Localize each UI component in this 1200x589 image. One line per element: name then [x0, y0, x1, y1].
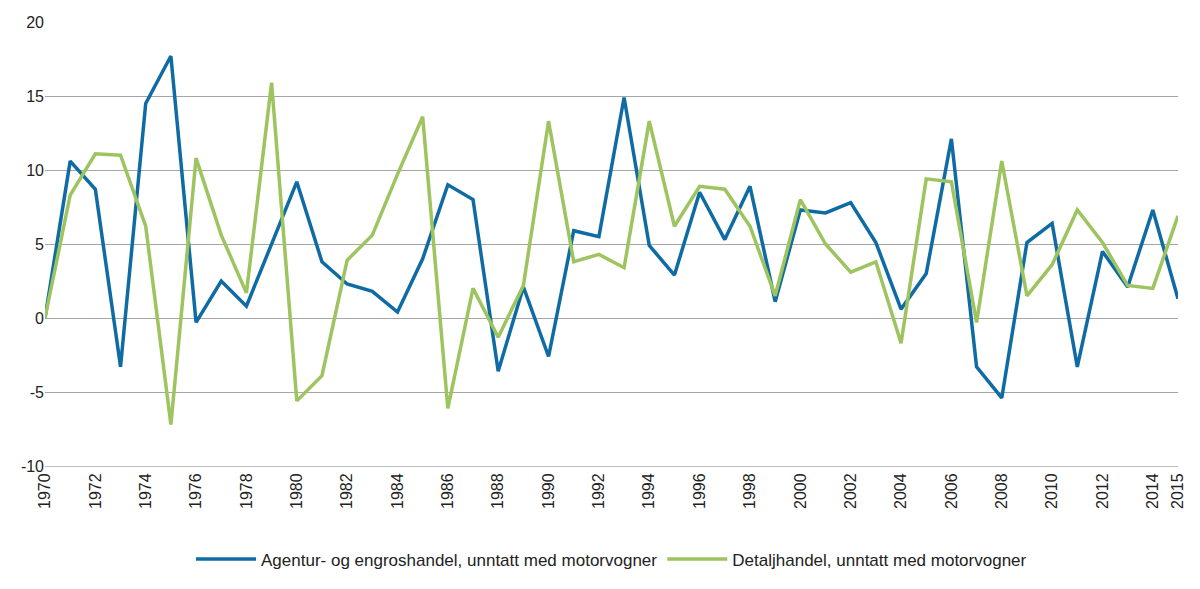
- svg-text:1992: 1992: [590, 473, 607, 509]
- svg-text:2014: 2014: [1144, 473, 1161, 509]
- svg-text:5: 5: [35, 236, 44, 253]
- svg-text:1974: 1974: [137, 473, 154, 509]
- svg-text:2006: 2006: [943, 473, 960, 509]
- svg-text:1990: 1990: [540, 473, 557, 509]
- svg-text:-10: -10: [21, 458, 44, 475]
- svg-text:1994: 1994: [640, 473, 657, 509]
- svg-text:1980: 1980: [288, 473, 305, 509]
- svg-text:Agentur- og engroshandel, unnt: Agentur- og engroshandel, unntatt med mo…: [261, 551, 657, 570]
- svg-text:2015: 2015: [1169, 473, 1186, 509]
- svg-text:2008: 2008: [993, 473, 1010, 509]
- svg-text:2002: 2002: [842, 473, 859, 509]
- svg-text:15: 15: [26, 88, 44, 105]
- svg-text:1984: 1984: [389, 473, 406, 509]
- svg-text:1996: 1996: [691, 473, 708, 509]
- svg-text:1970: 1970: [36, 473, 53, 509]
- svg-text:2004: 2004: [892, 473, 909, 509]
- svg-text:-5: -5: [30, 384, 44, 401]
- svg-text:20: 20: [26, 14, 44, 31]
- svg-text:1972: 1972: [87, 473, 104, 509]
- svg-text:1988: 1988: [489, 473, 506, 509]
- svg-text:2010: 2010: [1043, 473, 1060, 509]
- svg-text:1986: 1986: [439, 473, 456, 509]
- svg-text:1998: 1998: [741, 473, 758, 509]
- svg-text:10: 10: [26, 162, 44, 179]
- svg-text:1978: 1978: [238, 473, 255, 509]
- svg-text:0: 0: [35, 310, 44, 327]
- svg-text:Detaljhandel, unntatt med moto: Detaljhandel, unntatt med motorvogner: [732, 551, 1026, 570]
- svg-text:2000: 2000: [792, 473, 809, 509]
- svg-text:2012: 2012: [1094, 473, 1111, 509]
- svg-text:1982: 1982: [338, 473, 355, 509]
- svg-text:1976: 1976: [187, 473, 204, 509]
